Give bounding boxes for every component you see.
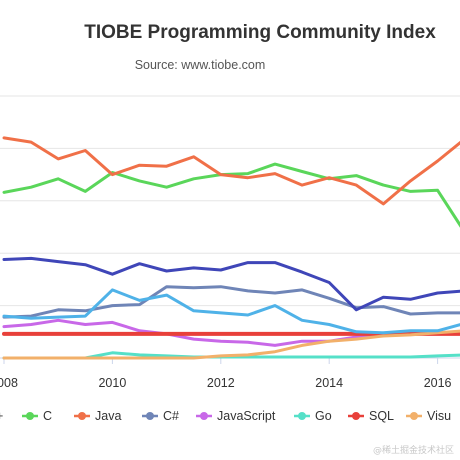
legend-marker <box>26 412 34 420</box>
chart-subtitle: Source: www.tiobe.com <box>134 58 266 72</box>
legend-label: JavaScript <box>217 409 276 423</box>
legend-label: C <box>43 409 52 423</box>
legend-label: Go <box>315 409 332 423</box>
series-line-unlabeled-7 <box>2 256 460 312</box>
x-tick-label: 2010 <box>98 376 126 390</box>
watermark: @稀土掘金技术社区 <box>372 446 454 456</box>
series-line-unlabeled-8 <box>2 288 460 335</box>
legend-marker <box>298 412 306 420</box>
legend-marker <box>200 412 208 420</box>
x-tick-label: 2008 <box>0 376 18 390</box>
legend-marker <box>410 412 418 420</box>
legend-label: C# <box>163 409 179 423</box>
series-line-c <box>2 162 460 228</box>
legend-label: Java <box>95 409 121 423</box>
series-line-visual-basic-net <box>2 329 460 360</box>
x-tick-label: 2016 <box>424 376 452 390</box>
x-tick-label: 2014 <box>315 376 343 390</box>
legend-marker <box>352 412 360 420</box>
legend-label: + <box>0 409 3 423</box>
legend-label: SQL <box>369 409 394 423</box>
series-line-java <box>2 136 460 206</box>
legend-label: Visu <box>427 409 451 423</box>
legend-marker <box>146 412 154 420</box>
x-tick-label: 2012 <box>207 376 235 390</box>
chart-title: TIOBE Programming Community Index <box>84 22 436 43</box>
legend-marker <box>78 412 86 420</box>
